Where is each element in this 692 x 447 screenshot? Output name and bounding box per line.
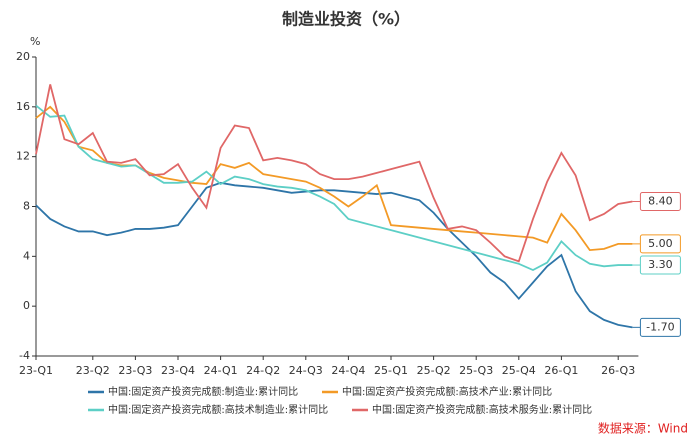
y-tick-label: 12 <box>16 150 30 163</box>
y-tick-label: 0 <box>23 299 30 312</box>
y-unit: % <box>30 35 40 48</box>
x-tick-label: 24-Q1 <box>204 364 238 377</box>
label-box <box>639 234 681 254</box>
x-tick-label: 26-Q1 <box>544 364 578 377</box>
y-tick-label: 16 <box>16 100 30 113</box>
x-tick-label: 25-Q2 <box>417 364 451 377</box>
data-label: 3.30 <box>648 258 673 271</box>
y-tick-label: 8 <box>23 200 30 213</box>
x-tick-label: 23-Q4 <box>161 364 195 377</box>
source: 数据来源：Wind <box>598 421 688 436</box>
x-tick-label: 25-Q3 <box>459 364 493 377</box>
data-label: -1.70 <box>646 320 674 333</box>
series-line <box>35 181 633 329</box>
x-tick-label: 25-Q1 <box>374 364 408 377</box>
label-box <box>639 317 681 337</box>
data-label: 5.00 <box>648 237 673 250</box>
legend-label: 中国:固定资产投资完成额:高技术制造业:累计同比 <box>108 403 328 416</box>
chart-title: 制造业投资（%） <box>282 10 410 29</box>
series-line <box>35 104 633 272</box>
x-tick-label: 26-Q3 <box>601 364 635 377</box>
x-tick-label: 24-Q3 <box>289 364 323 377</box>
x-tick-label: 24-Q4 <box>331 364 365 377</box>
label-box <box>639 192 681 212</box>
legend-label: 中国:固定资产投资完成额:高技术服务业:累计同比 <box>372 403 592 416</box>
x-tick-label: 25-Q4 <box>502 364 536 377</box>
x-tick-label: 23-Q2 <box>76 364 110 377</box>
x-tick-label: 23-Q3 <box>118 364 152 377</box>
legend-label: 中国:固定资产投资完成额:制造业:累计同比 <box>108 385 298 398</box>
x-tick-label: 23-Q1 <box>19 364 53 377</box>
label-box <box>639 255 681 275</box>
data-label: 8.40 <box>648 195 673 208</box>
y-tick-label: -4 <box>19 349 30 362</box>
legend-label: 中国:固定资产投资完成额:高技术产业:累计同比 <box>342 385 552 398</box>
y-tick-label: 20 <box>16 50 30 63</box>
series-line <box>35 84 633 263</box>
x-tick-label: 24-Q2 <box>246 364 280 377</box>
y-tick-label: 4 <box>23 249 30 262</box>
